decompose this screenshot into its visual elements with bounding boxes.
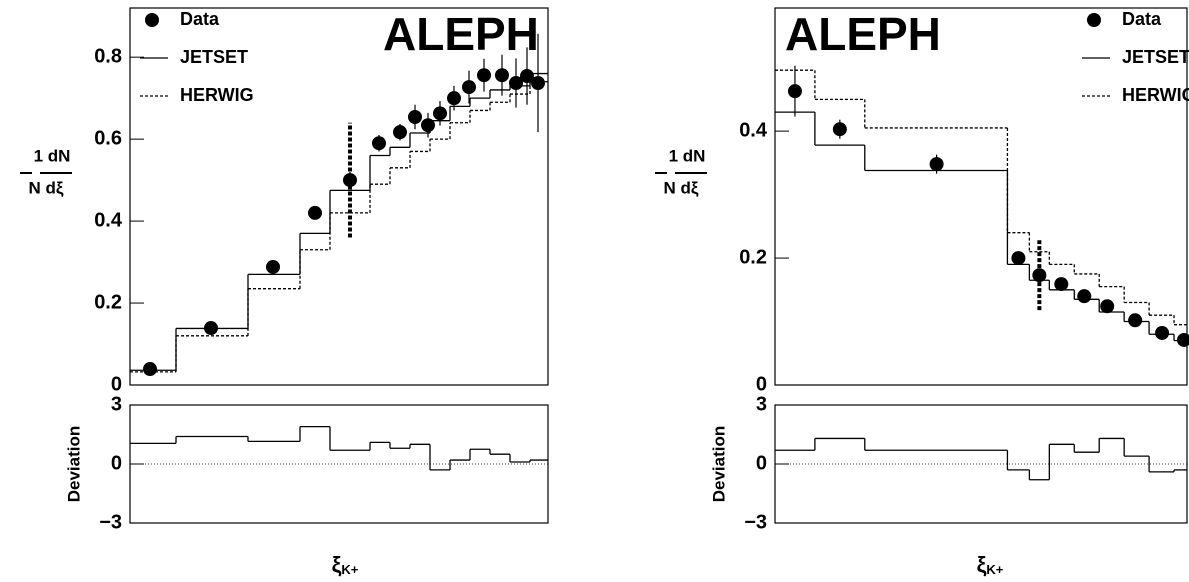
y-label: N dξ <box>29 178 64 197</box>
data-point <box>1155 325 1170 340</box>
data-point <box>204 321 218 336</box>
data-point <box>343 173 357 188</box>
data-point <box>477 68 491 83</box>
y-tick-label: 0 <box>756 452 767 474</box>
data-point <box>1100 299 1115 314</box>
data-point <box>1077 289 1092 304</box>
data-point <box>408 110 422 125</box>
data-point <box>1054 277 1069 292</box>
data-point <box>462 80 476 95</box>
data-point <box>1011 251 1026 266</box>
chart-title: ALEPH <box>383 8 539 60</box>
y-tick-label: 0.6 <box>94 127 122 149</box>
y-tick-label: 0.8 <box>94 45 122 67</box>
x-label-sub: K+ <box>341 562 358 577</box>
y-tick-label: 0.4 <box>94 209 123 231</box>
panel: 00.20.40.60.8−303DataJETSETHERWIGALEPH1 … <box>20 7 549 578</box>
plot-frame <box>129 7 549 386</box>
x-label: ξK+ <box>977 552 1004 578</box>
x-label-sub: K+ <box>986 562 1003 577</box>
data-point <box>372 136 386 151</box>
y-tick-label: 3 <box>111 393 122 415</box>
data-point <box>308 205 322 220</box>
legend-marker <box>1087 13 1101 27</box>
deviation-frame <box>774 404 1188 524</box>
legend-marker <box>145 13 159 27</box>
data-point <box>787 84 802 99</box>
y-tick-label: −3 <box>99 511 122 533</box>
y-label: 1 dN <box>669 146 706 165</box>
plot-frame <box>774 7 1188 386</box>
data-point <box>393 125 407 140</box>
y-tick-label: −3 <box>744 511 767 533</box>
legend-label: HERWIG <box>1122 85 1189 105</box>
data-point <box>1032 268 1047 283</box>
legend-label: Data <box>1122 9 1162 29</box>
data-point <box>929 157 944 172</box>
x-label: ξK+ <box>332 552 359 578</box>
y-tick-label: 0 <box>111 452 122 474</box>
legend-label: JETSET <box>180 47 248 67</box>
chart-title: ALEPH <box>785 8 941 60</box>
data-point <box>447 91 461 106</box>
x-label-symbol: ξ <box>332 552 342 577</box>
data-point <box>1128 313 1143 328</box>
data-point <box>531 75 545 90</box>
data-point <box>832 122 847 137</box>
data-point <box>266 259 280 274</box>
deviation-label: Deviation <box>709 426 728 503</box>
y-label: 1 dN <box>34 146 71 165</box>
data-point <box>495 68 509 83</box>
data-point <box>1177 332 1189 347</box>
legend-label: Data <box>180 9 220 29</box>
data-point <box>421 118 435 133</box>
deviation-frame <box>129 404 549 524</box>
y-tick-label: 0.2 <box>739 246 767 268</box>
data-point <box>520 69 534 84</box>
x-label-symbol: ξ <box>977 552 987 577</box>
y-tick-label: 0.2 <box>94 291 122 313</box>
y-label: N dξ <box>664 178 699 197</box>
y-tick-label: 3 <box>756 393 767 415</box>
data-point <box>143 362 157 377</box>
y-tick-label: 0 <box>756 373 767 395</box>
y-tick-label: 0 <box>111 373 122 395</box>
deviation-label: Deviation <box>64 426 83 503</box>
y-tick-label: 0.4 <box>739 119 768 141</box>
legend-label: HERWIG <box>180 85 254 105</box>
data-point <box>509 75 523 90</box>
legend-label: JETSET <box>1122 47 1189 67</box>
data-point <box>433 106 447 121</box>
